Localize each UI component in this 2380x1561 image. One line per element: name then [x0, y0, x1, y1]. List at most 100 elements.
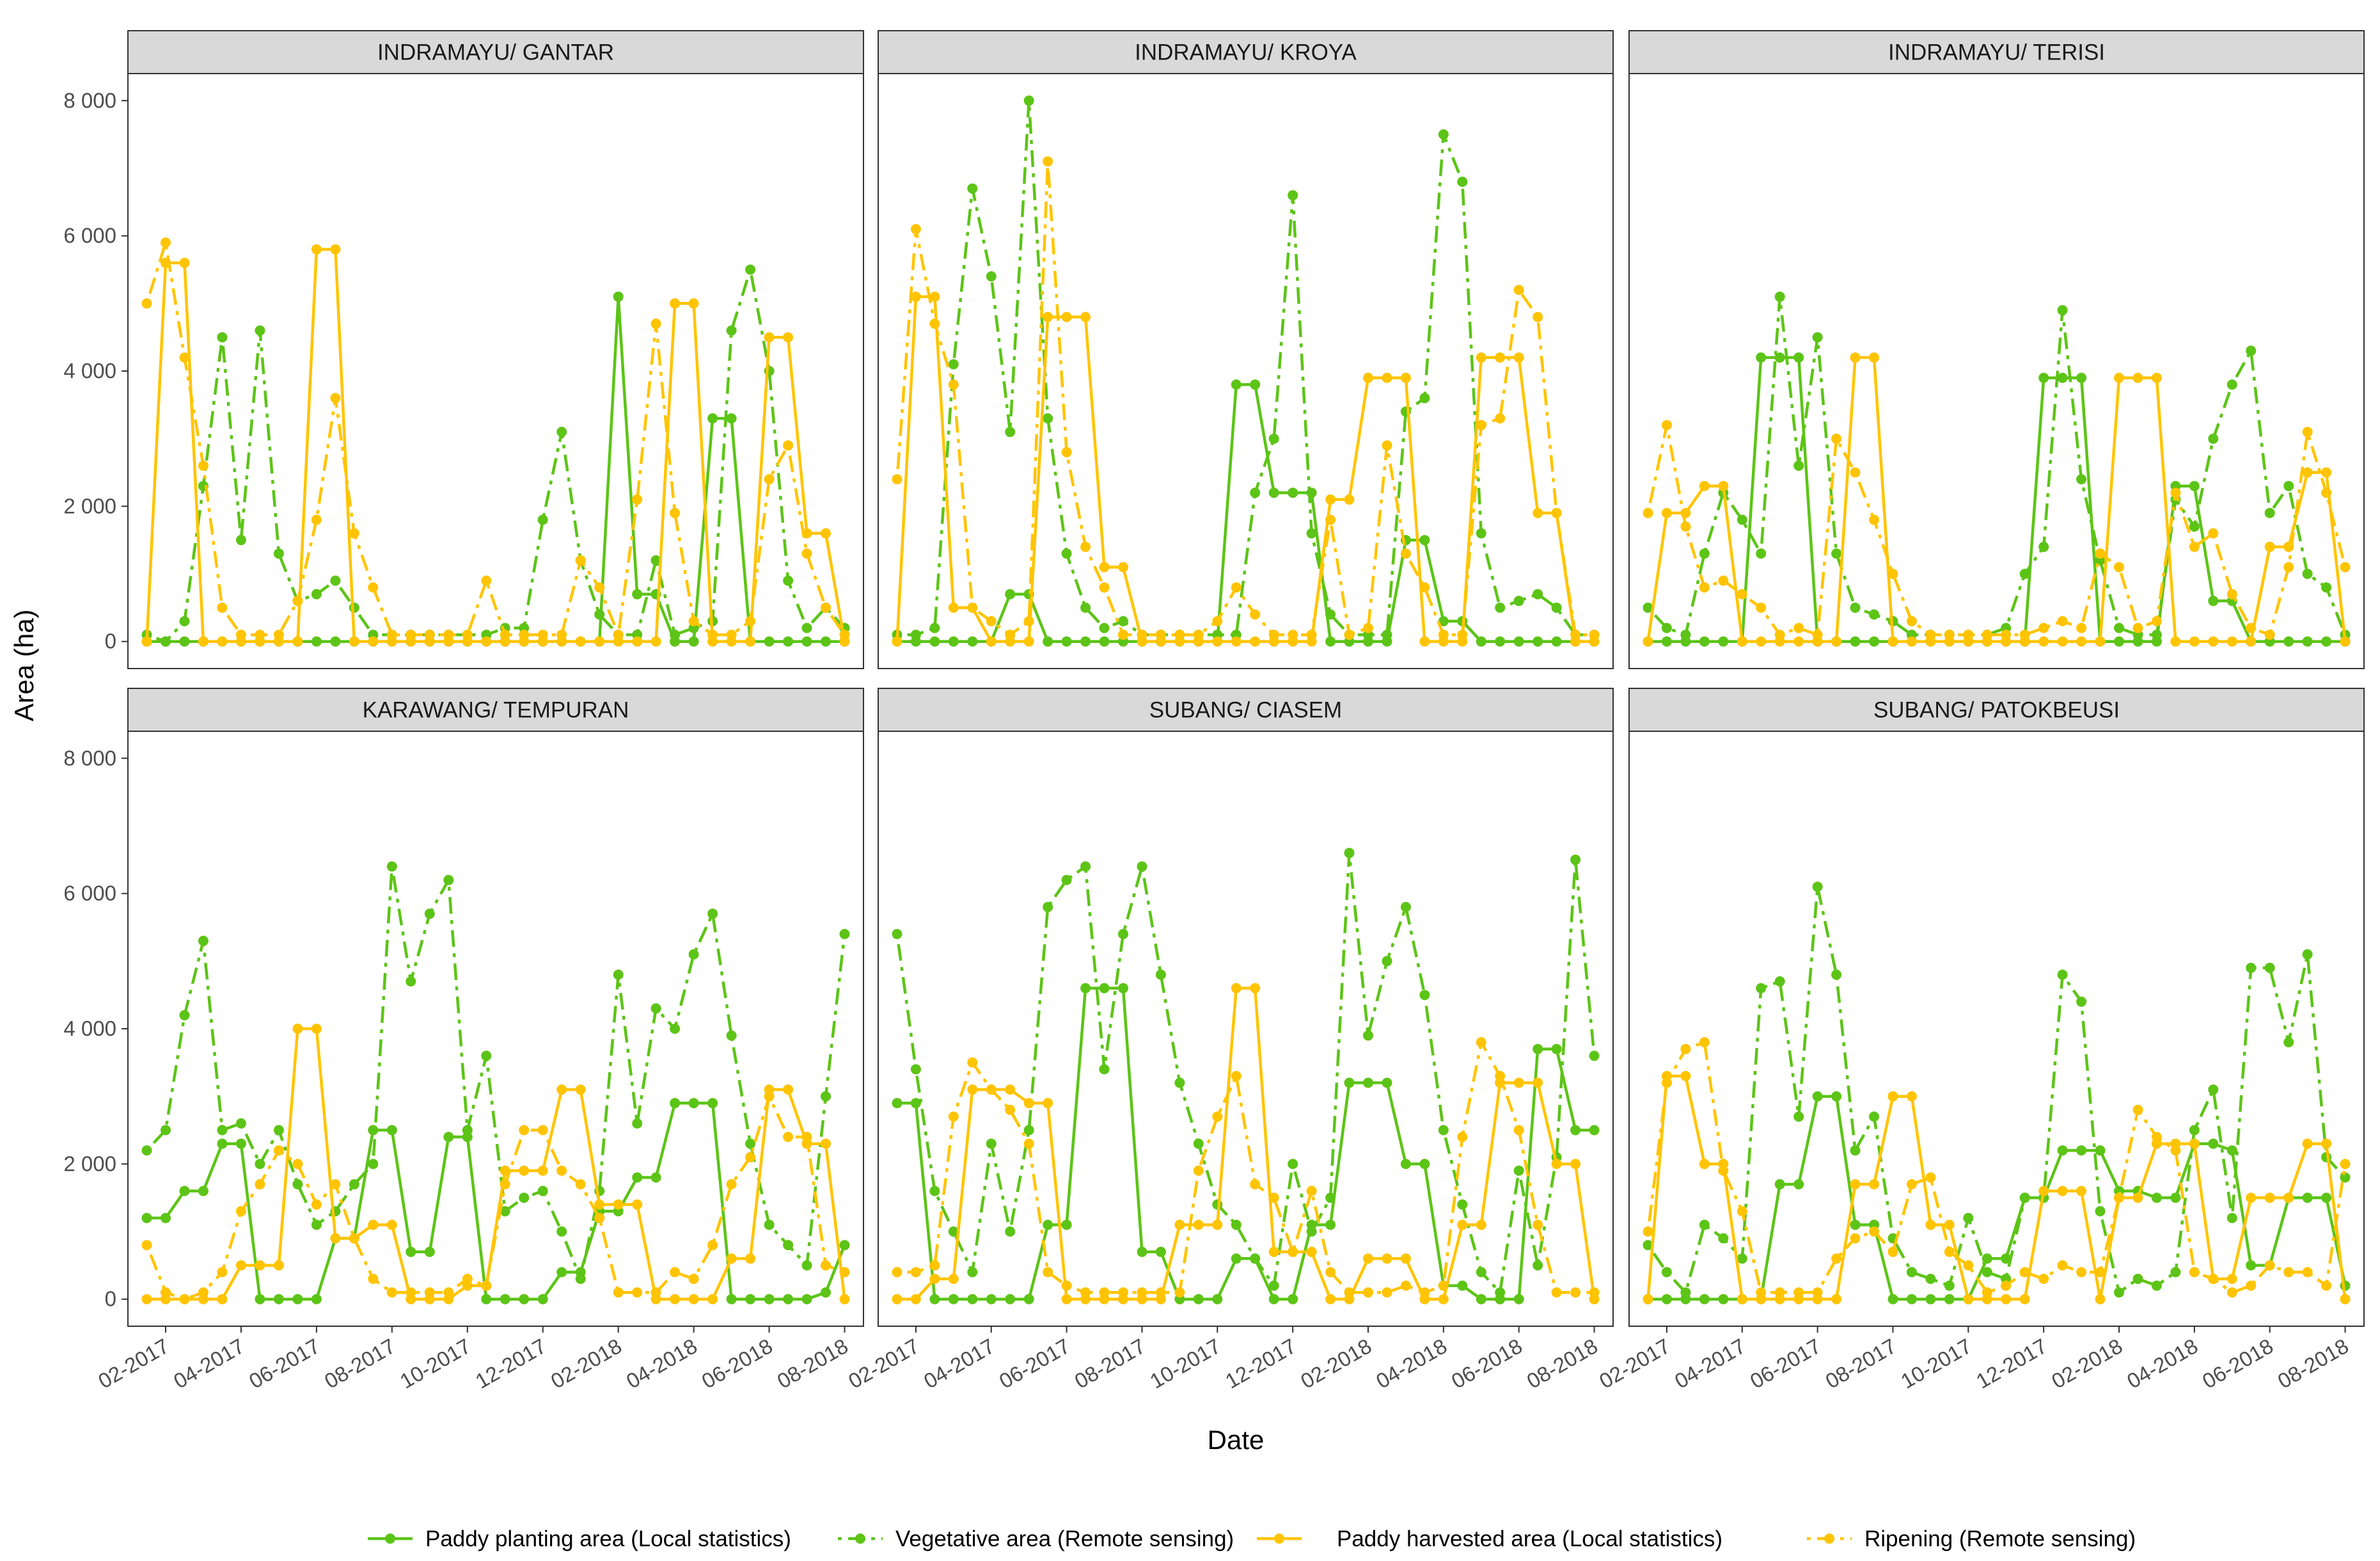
data-point — [1944, 1280, 1955, 1291]
data-point — [1250, 379, 1261, 390]
data-point — [217, 602, 228, 613]
data-point — [2057, 1185, 2068, 1196]
data-point — [1476, 1219, 1486, 1230]
data-point — [948, 1226, 959, 1237]
data-point — [1268, 630, 1279, 640]
data-point — [217, 1294, 228, 1304]
data-point — [2151, 616, 2162, 626]
data-point — [1344, 1287, 1355, 1298]
data-point — [1699, 636, 1710, 647]
data-point — [892, 1267, 902, 1278]
data-point — [500, 1294, 510, 1304]
data-point — [406, 630, 416, 640]
data-point — [1023, 1125, 1034, 1136]
data-point — [1982, 1253, 1992, 1264]
data-point — [2076, 1185, 2087, 1196]
data-point — [821, 1138, 831, 1149]
data-point — [892, 1294, 902, 1304]
data-point — [929, 636, 940, 647]
data-point — [1906, 616, 1917, 626]
data-point — [1661, 1077, 1672, 1088]
panel-frame — [127, 73, 864, 669]
data-point — [255, 1260, 265, 1271]
data-point — [1869, 514, 1879, 525]
data-point — [2189, 636, 2200, 647]
data-point — [892, 636, 902, 647]
data-point — [632, 1118, 643, 1129]
data-point — [1944, 630, 1955, 640]
data-point — [537, 630, 548, 640]
data-point — [783, 332, 794, 343]
data-point — [1661, 1294, 1672, 1304]
data-point — [1099, 622, 1110, 633]
data-point — [1699, 1294, 1710, 1304]
x-tick-label: 04-2017 — [1671, 1334, 1749, 1393]
data-point — [1363, 372, 1373, 383]
data-point — [1043, 312, 1053, 322]
data-point — [1118, 616, 1128, 626]
data-point — [1137, 630, 1147, 640]
data-point — [1643, 507, 1653, 518]
x-tick-label: 04-2018 — [1372, 1334, 1451, 1393]
data-point — [929, 319, 940, 329]
data-point — [386, 1287, 397, 1298]
data-point — [1212, 1294, 1223, 1304]
data-point — [2114, 372, 2124, 383]
data-point — [688, 949, 699, 960]
data-point — [967, 1084, 978, 1095]
data-point — [1400, 1159, 1411, 1169]
data-point — [406, 976, 416, 987]
data-point — [1005, 589, 1016, 599]
data-point — [2095, 1267, 2106, 1278]
data-point — [1212, 636, 1223, 647]
data-point — [1476, 1037, 1486, 1048]
data-point — [1288, 630, 1298, 640]
data-point — [1533, 312, 1543, 322]
panel-title: INDRAMAYU/ KROYA — [1135, 40, 1357, 65]
data-point — [1551, 507, 1562, 518]
x-tick-label: 12-2017 — [1972, 1334, 2051, 1393]
data-point — [2038, 372, 2049, 383]
panel-title: INDRAMAYU/ TERISI — [1888, 40, 2105, 65]
data-point — [1457, 1199, 1468, 1210]
data-point — [1737, 1206, 1747, 1217]
data-point — [1457, 1280, 1468, 1291]
data-point — [948, 1274, 959, 1284]
data-point — [1513, 1077, 1524, 1088]
data-point — [2019, 569, 2030, 579]
data-point — [1944, 1219, 1955, 1230]
data-point — [1793, 1287, 1804, 1298]
data-point — [2208, 636, 2219, 647]
data-point — [2226, 1274, 2237, 1284]
x-tick-label: 02-2017 — [844, 1334, 923, 1393]
data-point — [1756, 636, 1767, 647]
data-point — [1419, 535, 1430, 546]
y-tick-label: 4 000 — [63, 359, 116, 383]
data-point — [2208, 1138, 2219, 1149]
panel-frame — [878, 731, 1614, 1327]
data-point — [1887, 1091, 1898, 1102]
data-point — [1718, 1294, 1729, 1304]
x-tick-label: 06-2017 — [995, 1334, 1074, 1393]
data-point — [1023, 95, 1034, 106]
data-point — [1718, 636, 1729, 647]
data-point — [1831, 1091, 1842, 1102]
data-point — [1551, 1287, 1562, 1298]
legend-key-point — [1274, 1533, 1284, 1544]
data-point — [2057, 372, 2068, 383]
x-tick-label: 08-2017 — [320, 1334, 399, 1393]
data-point — [1005, 1226, 1016, 1237]
data-point — [481, 636, 492, 647]
data-point — [1476, 528, 1486, 539]
data-point — [670, 1294, 681, 1304]
data-point — [2038, 636, 2049, 647]
data-point — [1419, 990, 1430, 1001]
data-point — [783, 1294, 794, 1304]
data-point — [801, 636, 812, 647]
data-point — [1137, 1287, 1147, 1298]
data-point — [2283, 1037, 2294, 1048]
data-point — [179, 352, 190, 363]
data-point — [783, 1132, 794, 1143]
data-point — [1737, 1294, 1747, 1304]
data-point — [424, 908, 435, 919]
